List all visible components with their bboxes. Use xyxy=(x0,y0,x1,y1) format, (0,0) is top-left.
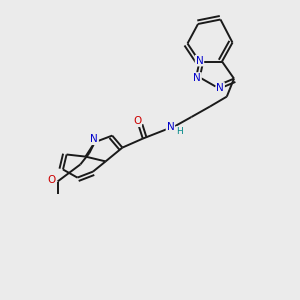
Text: N: N xyxy=(167,122,174,132)
Text: N: N xyxy=(193,73,201,83)
Text: O: O xyxy=(133,116,141,126)
Text: N: N xyxy=(216,83,224,93)
Text: N: N xyxy=(90,134,98,144)
Text: H: H xyxy=(176,127,183,136)
Text: N: N xyxy=(196,56,203,66)
Text: O: O xyxy=(47,175,56,185)
